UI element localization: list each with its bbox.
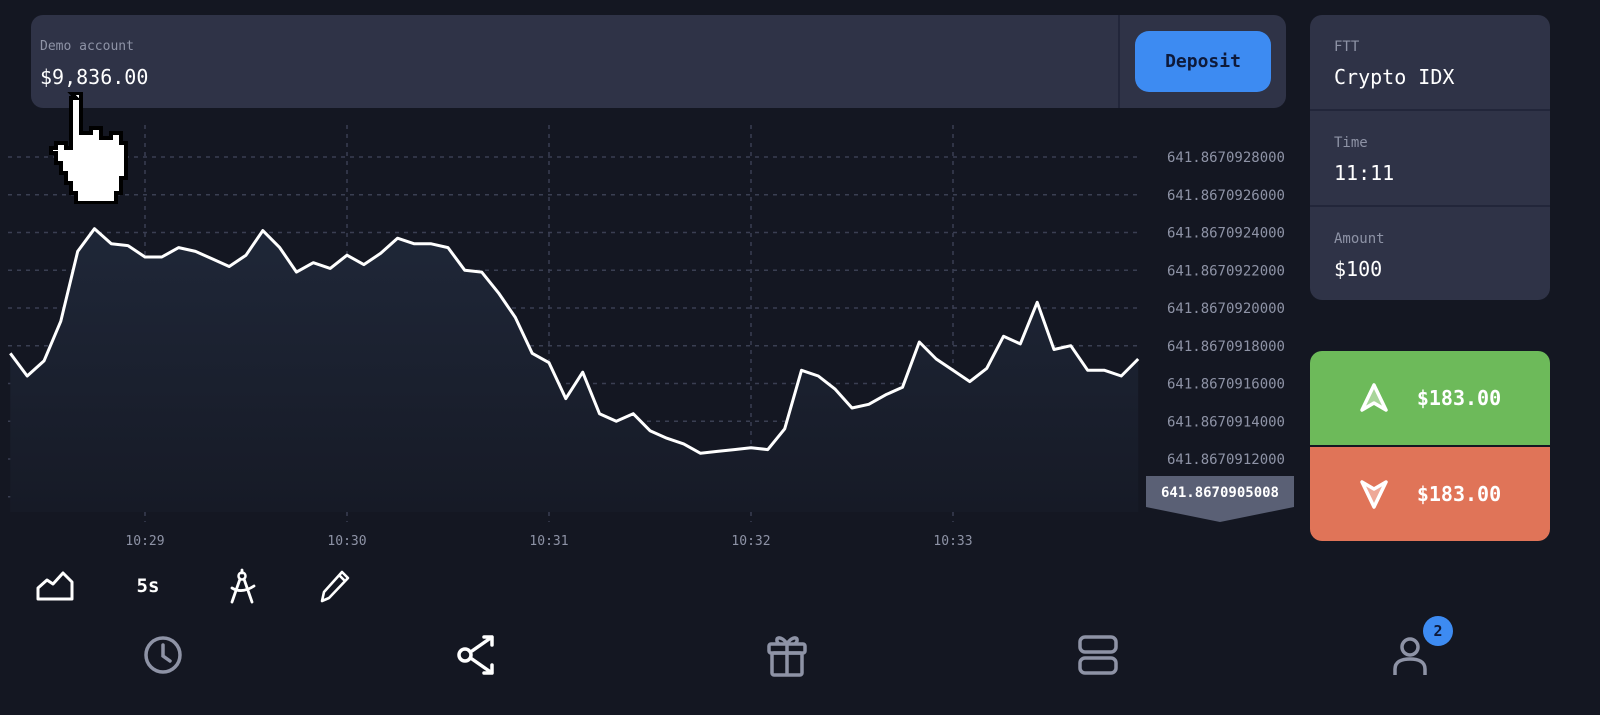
area-chart-icon	[36, 571, 74, 601]
interval-button[interactable]: 5s	[136, 575, 160, 597]
deposit-button[interactable]: Deposit	[1135, 31, 1271, 92]
y-tick-label: 641.8670926000	[1167, 188, 1285, 204]
y-tick-label: 641.8670914000	[1167, 414, 1285, 430]
amount-value: $100	[1334, 257, 1383, 281]
x-tick-label: 10:32	[731, 534, 770, 549]
user-icon	[1393, 637, 1427, 675]
pencil-icon	[320, 570, 350, 603]
y-tick-label: 641.8670922000	[1167, 263, 1285, 279]
sell-down-button[interactable]: $183.00	[1310, 447, 1550, 541]
x-tick-label: 10:29	[125, 534, 164, 549]
arrow-up-icon	[1360, 383, 1388, 412]
cursor-hand-icon	[49, 92, 128, 204]
buy-up-button[interactable]: $183.00	[1310, 351, 1550, 445]
y-tick-label: 641.8670924000	[1167, 226, 1285, 242]
buy-up-amount: $183.00	[1416, 386, 1502, 410]
drawing-tools-button[interactable]	[220, 566, 264, 606]
asset-value: Crypto IDX	[1334, 65, 1455, 89]
current-price-tag: 641.8670905008	[1146, 476, 1294, 522]
account-panel: Demo account $9,836.00	[31, 15, 1286, 108]
amount-label: Amount	[1334, 231, 1385, 247]
price-area-fill	[10, 228, 1139, 512]
nav-history[interactable]	[138, 632, 188, 678]
trade-info-panel: FTT Crypto IDX Time 11:11 Amount $100	[1310, 15, 1550, 300]
y-tick-label: 641.8670912000	[1167, 452, 1285, 468]
nav-rewards[interactable]	[762, 632, 812, 678]
compass-drawing-icon	[230, 568, 256, 604]
x-tick-label: 10:33	[933, 534, 972, 549]
divider	[1118, 15, 1120, 108]
chart-type-button[interactable]	[33, 566, 77, 606]
pencil-button[interactable]	[311, 566, 355, 606]
account-label: Demo account	[40, 39, 134, 54]
price-line	[9, 227, 1140, 455]
asset-label: FTT	[1334, 39, 1360, 55]
shuffle-icon	[457, 635, 494, 675]
time-label: Time	[1334, 135, 1368, 151]
y-tick-label: 641.8670916000	[1167, 377, 1285, 393]
sell-down-amount: $183.00	[1416, 482, 1502, 506]
asset-selector[interactable]: FTT Crypto IDX	[1310, 15, 1550, 111]
y-tick-label: 641.8670918000	[1167, 339, 1285, 355]
x-tick-label: 10:31	[529, 534, 568, 549]
time-value: 11:11	[1334, 161, 1395, 185]
x-tick-label: 10:30	[327, 534, 366, 549]
notification-badge: 2	[1423, 616, 1453, 646]
current-price-label: 641.8670905008	[1161, 485, 1279, 501]
nav-trade[interactable]	[451, 632, 501, 678]
clock-icon	[144, 636, 182, 674]
amount-selector[interactable]: Amount $100	[1310, 207, 1550, 300]
y-tick-label: 641.8670920000	[1167, 301, 1285, 317]
gift-icon	[767, 636, 807, 677]
time-selector[interactable]: Time 11:11	[1310, 111, 1550, 207]
nav-profile[interactable]	[1385, 632, 1435, 678]
arrow-down-icon	[1360, 480, 1388, 509]
nav-menu[interactable]	[1073, 632, 1123, 678]
y-tick-label: 641.8670928000	[1167, 150, 1285, 166]
list-icon	[1078, 635, 1118, 675]
account-balance[interactable]: $9,836.00	[40, 65, 149, 89]
